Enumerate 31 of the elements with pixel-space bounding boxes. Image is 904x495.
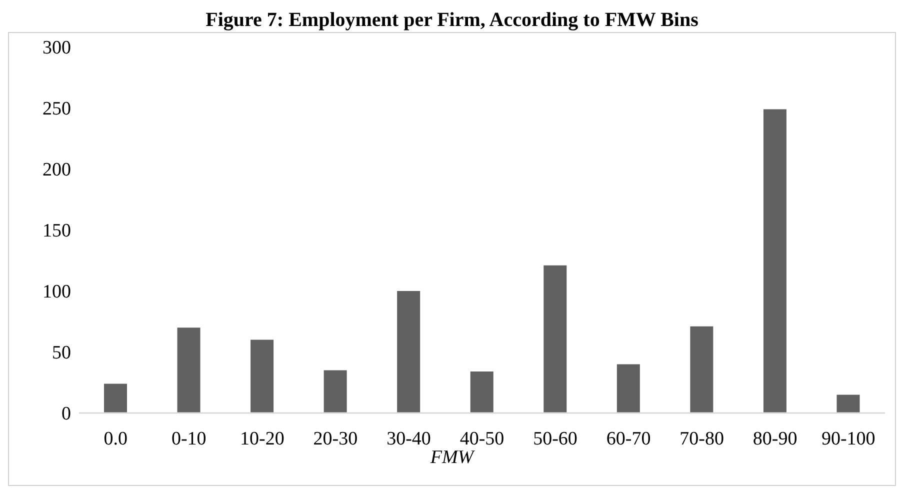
y-tick-label: 0 (62, 404, 71, 425)
y-tick-label: 100 (42, 282, 71, 303)
x-tick-label: 10-20 (240, 428, 284, 450)
y-tick-label: 300 (42, 38, 71, 59)
x-tick-label: 0-10 (171, 428, 206, 450)
bar (616, 364, 640, 413)
bar (836, 394, 860, 413)
bar (470, 372, 494, 413)
x-tick-label: 40-50 (460, 428, 504, 450)
bar (324, 370, 347, 413)
x-tick-label: 50-60 (533, 428, 578, 450)
x-tick-label: 80-90 (752, 428, 798, 450)
bar (104, 384, 127, 413)
bar (763, 109, 786, 413)
y-tick-label: 50 (52, 342, 71, 364)
x-axis-title: FMW (430, 447, 474, 468)
x-tick-label: 0.0 (104, 428, 128, 450)
bar (177, 328, 200, 413)
x-tick-label: 90-100 (821, 428, 876, 450)
bar (544, 265, 567, 413)
bar (690, 326, 714, 413)
y-tick-label: 200 (42, 160, 71, 181)
x-tick-label: 60-70 (606, 428, 651, 450)
bar (250, 340, 274, 413)
x-tick-label: 30-40 (386, 428, 431, 450)
y-tick-label: 250 (42, 98, 71, 120)
bar (397, 291, 420, 413)
y-tick-label: 150 (42, 220, 71, 242)
x-tick-label: 20-30 (313, 428, 358, 450)
chart-title: Figure 7: Employment per Firm, According to FMW Bins (204, 8, 700, 32)
x-tick-label: 70-80 (680, 428, 724, 450)
